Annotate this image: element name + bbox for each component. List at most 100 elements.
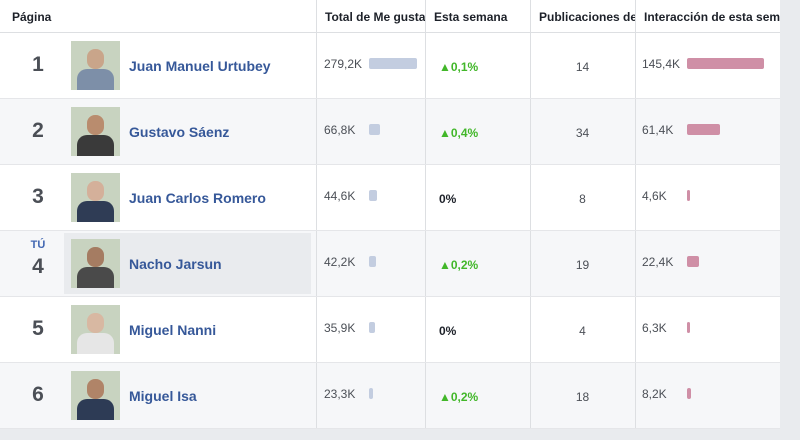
weekly-change: 0% bbox=[439, 192, 457, 206]
photo-body bbox=[77, 69, 114, 90]
photo-face bbox=[87, 181, 104, 201]
column-header[interactable]: Publicaciones de bbox=[530, 0, 635, 33]
engagement-bar bbox=[687, 190, 690, 201]
table-row: 5 Miguel Nanni 35,9K 0% 4 6,3K bbox=[0, 297, 780, 363]
photo-body bbox=[77, 201, 114, 222]
you-label: TÚ bbox=[30, 239, 46, 251]
column-divider bbox=[425, 297, 426, 362]
likes-bar bbox=[369, 388, 373, 399]
photo-face bbox=[87, 49, 104, 69]
column-divider bbox=[530, 363, 531, 428]
likes-total: 44,6K bbox=[324, 189, 356, 203]
column-divider bbox=[425, 363, 426, 428]
table-row: 2 Gustavo Sáenz 66,8K ▲0,4% 34 61,4K bbox=[0, 99, 780, 165]
likes-bar bbox=[369, 322, 376, 333]
photo-body bbox=[77, 333, 114, 354]
photo-body bbox=[77, 267, 114, 288]
column-divider bbox=[530, 99, 531, 164]
likes-total: 279,2K bbox=[324, 57, 363, 71]
weekly-change: 0% bbox=[439, 324, 457, 338]
column-divider bbox=[316, 99, 317, 164]
column-divider bbox=[316, 231, 317, 296]
column-divider bbox=[425, 33, 426, 98]
rank: 3 bbox=[32, 185, 44, 208]
rank: 5 bbox=[32, 317, 44, 340]
engagement-bar bbox=[687, 388, 692, 399]
likes-bar bbox=[369, 124, 381, 135]
weekly-change: ▲0,2% bbox=[439, 258, 479, 272]
photo-face bbox=[87, 379, 104, 399]
table-row: 1 Juan Manuel Urtubey 279,2K ▲0,1% 14 145,4K bbox=[0, 33, 780, 99]
engagement-total: 4,6K bbox=[642, 189, 667, 203]
likes-bar bbox=[369, 190, 377, 201]
column-divider bbox=[635, 33, 636, 98]
weekly-change: ▲0,2% bbox=[439, 390, 479, 404]
engagement-bar bbox=[687, 124, 720, 135]
rank: 6 bbox=[32, 383, 44, 406]
page-name[interactable]: Juan Carlos Romero bbox=[129, 190, 266, 206]
column-divider bbox=[635, 363, 636, 428]
page-name[interactable]: Miguel Nanni bbox=[129, 322, 217, 338]
photo-face bbox=[87, 115, 104, 135]
page-name[interactable]: Juan Manuel Urtubey bbox=[129, 58, 271, 74]
column-divider bbox=[425, 231, 426, 296]
column-header[interactable]: Esta semana bbox=[425, 0, 530, 33]
column-divider bbox=[635, 165, 636, 230]
engagement-bar bbox=[687, 256, 699, 267]
rank: 2 bbox=[32, 119, 44, 142]
page-name[interactable]: Nacho Jarsun bbox=[129, 256, 222, 272]
posts-count: 14 bbox=[575, 60, 590, 74]
engagement-bar bbox=[687, 58, 764, 69]
column-divider bbox=[425, 165, 426, 230]
column-divider bbox=[530, 165, 531, 230]
column-divider bbox=[316, 297, 317, 362]
column-divider bbox=[635, 297, 636, 362]
likes-total: 66,8K bbox=[324, 123, 356, 137]
profile-photo[interactable] bbox=[71, 41, 120, 90]
photo-body bbox=[77, 399, 114, 420]
column-header[interactable]: Total de Me gusta bbox=[316, 0, 425, 33]
engagement-total: 22,4K bbox=[642, 255, 674, 269]
likes-total: 42,2K bbox=[324, 255, 356, 269]
column-divider bbox=[316, 165, 317, 230]
likes-total: 35,9K bbox=[324, 321, 356, 335]
engagement-total: 8,2K bbox=[642, 387, 667, 401]
column-divider bbox=[316, 33, 317, 98]
page-name[interactable]: Miguel Isa bbox=[129, 388, 197, 404]
column-header[interactable]: Página bbox=[12, 10, 52, 24]
engagement-bar bbox=[687, 322, 691, 333]
profile-photo[interactable] bbox=[71, 305, 120, 354]
column-divider bbox=[425, 99, 426, 164]
photo-face bbox=[87, 247, 104, 267]
posts-count: 19 bbox=[575, 258, 590, 272]
likes-total: 23,3K bbox=[324, 387, 356, 401]
profile-photo[interactable] bbox=[71, 239, 120, 288]
posts-count: 8 bbox=[579, 192, 586, 206]
column-divider bbox=[530, 297, 531, 362]
table-row: TÚ 4 Nacho Jarsun 42,2K ▲0,2% 19 22,4K bbox=[0, 231, 780, 297]
pages-table: Página Total de Me gusta Esta semana Public… bbox=[0, 0, 780, 429]
column-divider bbox=[530, 231, 531, 296]
column-divider bbox=[316, 363, 317, 428]
column-divider bbox=[635, 99, 636, 164]
likes-bar bbox=[369, 58, 417, 69]
engagement-total: 6,3K bbox=[642, 321, 667, 335]
weekly-change: ▲0,4% bbox=[439, 126, 479, 140]
profile-photo[interactable] bbox=[71, 173, 120, 222]
photo-face bbox=[87, 313, 104, 333]
rank: 1 bbox=[32, 53, 44, 76]
page-name[interactable]: Gustavo Sáenz bbox=[129, 124, 230, 140]
table-header: Página Total de Me gusta Esta semana Public… bbox=[0, 0, 780, 33]
table-row: 3 Juan Carlos Romero 44,6K 0% 8 4,6K bbox=[0, 165, 780, 231]
column-header[interactable]: Interacción de esta semana bbox=[635, 0, 780, 33]
profile-photo[interactable] bbox=[71, 371, 120, 420]
photo-body bbox=[77, 135, 114, 156]
weekly-change: ▲0,1% bbox=[439, 60, 479, 74]
column-divider bbox=[635, 231, 636, 296]
posts-count: 4 bbox=[579, 324, 586, 338]
profile-photo[interactable] bbox=[71, 107, 120, 156]
posts-count: 18 bbox=[575, 390, 590, 404]
column-divider bbox=[530, 33, 531, 98]
